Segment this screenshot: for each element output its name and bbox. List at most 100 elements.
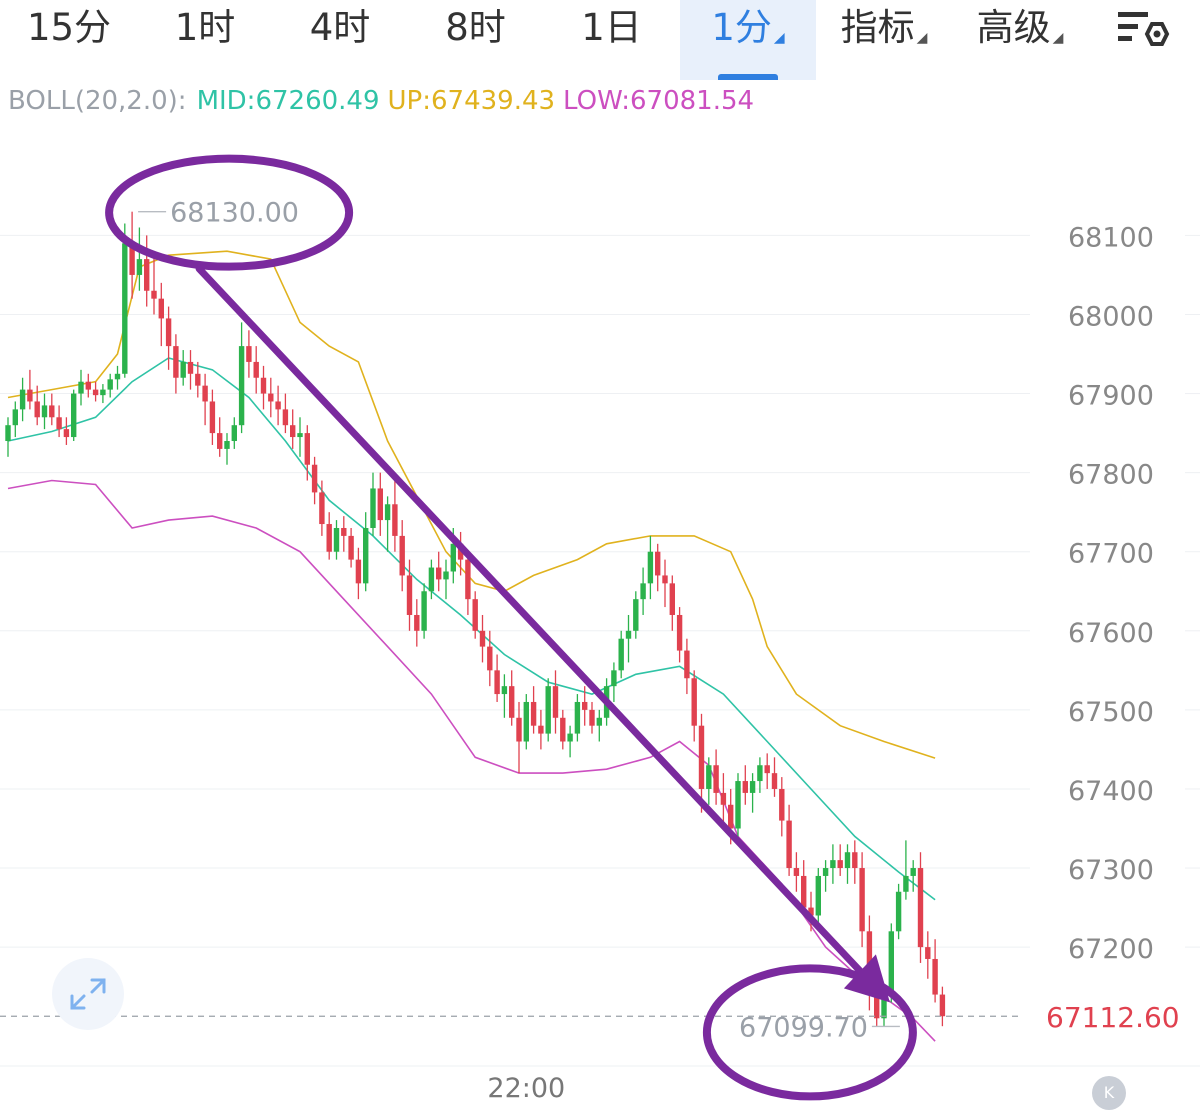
candle-body: [735, 781, 741, 829]
dropdown-triangle-icon: ◢: [1052, 30, 1064, 46]
candle-body: [771, 773, 778, 789]
candle-body: [516, 717, 522, 742]
candle-body: [12, 409, 18, 426]
y-tick-label: 67600: [1068, 618, 1154, 649]
candle-body: [655, 551, 661, 576]
active-tab-underline: [718, 74, 778, 80]
candle-body: [399, 535, 405, 576]
candle-body: [786, 820, 792, 869]
candle-body: [428, 567, 435, 592]
candle-body: [808, 907, 814, 916]
candle-body: [465, 559, 471, 600]
boll-mid-line: [7, 357, 936, 901]
candle-body: [779, 788, 785, 821]
candle-body: [793, 868, 800, 876]
annotation-arrow-head: [843, 954, 890, 1003]
candle-body: [582, 701, 588, 710]
current-price-label: 67112.60: [1046, 1001, 1180, 1034]
price-chart[interactable]: 68100 68000 67900 67800 67700 67600 67500 67400…: [0, 80, 1200, 1105]
boll-low-line: [7, 479, 936, 1042]
tab-0[interactable]: 15分: [0, 0, 138, 80]
candle-body: [92, 389, 99, 396]
candle-body: [764, 765, 770, 774]
candle-body: [545, 686, 551, 734]
candle-body: [881, 994, 887, 1019]
candle-body: [100, 389, 106, 396]
candle-body: [195, 373, 201, 386]
tab-label: 15分: [26, 6, 112, 49]
tab-label: 8时: [445, 6, 506, 49]
candle-body: [27, 389, 33, 402]
tab-3[interactable]: 8时: [408, 0, 543, 80]
candle-body: [41, 405, 48, 418]
candle-body: [487, 646, 493, 671]
candle-body: [209, 401, 216, 434]
candle-body: [304, 433, 310, 465]
candle-body: [158, 298, 164, 319]
candle-body: [246, 346, 252, 362]
candle-body: [436, 567, 442, 580]
candle-body: [392, 504, 398, 536]
candle-body: [253, 361, 259, 378]
tab-5[interactable]: 1分 ◢: [680, 0, 816, 80]
tab-label: 高级: [976, 6, 1051, 49]
candle-body: [633, 599, 639, 631]
candle-body: [5, 425, 11, 442]
candle-body: [319, 492, 325, 525]
boll-low-value: LOW:67081.54: [563, 86, 755, 116]
annotation-arrow-shaft: [195, 265, 874, 985]
candle-body: [217, 433, 223, 449]
candle-body: [939, 994, 946, 1017]
candle-body: [567, 733, 573, 742]
tab-label: 1分: [711, 6, 772, 49]
candle-body: [917, 868, 924, 948]
expand-chart-button[interactable]: [52, 958, 124, 1030]
low-marker-label: 67099.70: [739, 1012, 868, 1043]
candle-body: [640, 583, 646, 600]
candle-body: [231, 425, 237, 442]
candle-body: [224, 441, 230, 449]
chart-settings-icon[interactable]: [1112, 6, 1172, 56]
candle-body: [114, 373, 121, 380]
y-tick-label: 67400: [1068, 776, 1154, 807]
candle-body: [282, 409, 289, 426]
candle-body: [530, 701, 537, 726]
k-logo-icon[interactable]: K: [1092, 1076, 1126, 1110]
candle-body: [144, 259, 150, 291]
candle-body: [501, 686, 508, 695]
candle-body: [669, 583, 675, 615]
candle-body: [34, 401, 40, 418]
tab-7[interactable]: 高级 ◢: [952, 0, 1088, 80]
candle-body: [538, 725, 544, 734]
candle-body: [260, 377, 267, 394]
tab-label: 1日: [581, 6, 642, 49]
tab-2[interactable]: 4时: [272, 0, 408, 80]
candle-body: [903, 875, 909, 892]
tab-label: 4时: [309, 6, 371, 49]
candle-body: [129, 243, 135, 275]
candle-body: [275, 401, 281, 410]
candle-body: [457, 543, 464, 560]
candle-body: [494, 670, 500, 695]
candle-body: [728, 804, 734, 829]
candle-body: [107, 379, 113, 390]
candle-body: [136, 259, 143, 275]
candle-body: [684, 650, 690, 679]
boll-indicator-legend: BOLL(20,2.0): MID:67260.49 UP:67439.43 LOW:…: [8, 86, 762, 116]
candle-body: [450, 543, 456, 572]
candle-body: [180, 361, 186, 378]
candle-body: [85, 381, 91, 390]
tab-6[interactable]: 指标 ◢: [816, 0, 952, 80]
boll-up-value: UP:67439.43: [387, 86, 556, 116]
y-tick-label: 67700: [1068, 539, 1154, 570]
y-tick-label: 68000: [1068, 301, 1154, 332]
y-tick-label: 67300: [1068, 855, 1154, 886]
tab-1[interactable]: 1时: [138, 0, 272, 80]
dropdown-triangle-icon: ◢: [773, 30, 785, 46]
candle-body: [574, 701, 581, 734]
candle-body: [749, 781, 756, 793]
candle-body: [589, 709, 595, 726]
candle-body: [618, 638, 624, 671]
expand-icon: [70, 978, 106, 1010]
tab-4[interactable]: 1日: [543, 0, 680, 80]
